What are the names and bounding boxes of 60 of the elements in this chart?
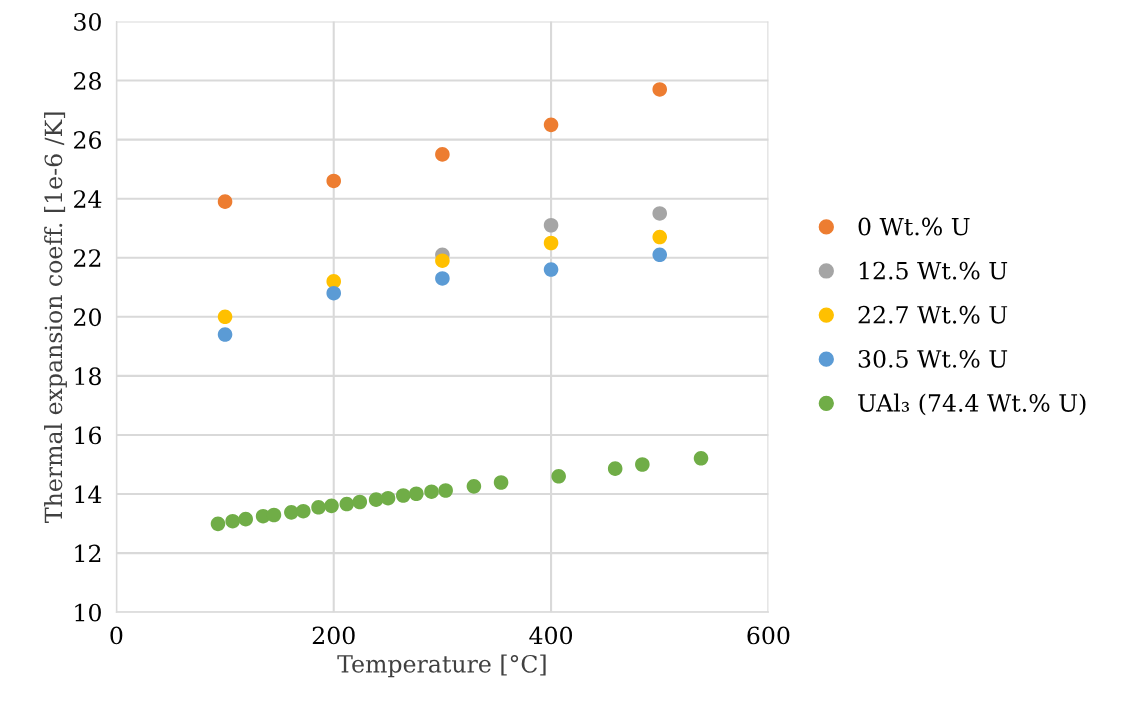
legend-label: UAl₃ (74.4 Wt.% U) [858,393,1086,416]
point [339,496,355,512]
point [607,461,623,476]
y-tick-label: 30 [74,12,101,31]
point [217,327,233,342]
point [217,194,233,209]
point [217,309,233,325]
legend-label: 30.5 Wt.% U [858,349,1008,368]
x-tick-label: 0 [110,626,123,645]
y-tick-label: 26 [74,131,102,149]
y-tick-label: 14 [75,485,102,504]
point [435,253,450,268]
point [225,513,240,529]
point [380,490,396,506]
point [543,117,559,133]
y-axis-title: Thermal expansion coeff. [1e-6 /K] [44,112,67,523]
point [368,492,384,507]
point [395,488,411,503]
x-tick-label: 200 [312,626,355,645]
point [210,516,226,532]
point [326,173,342,189]
y-tick-label: 12 [75,544,101,563]
y-tick-label: 22 [74,249,101,267]
point [326,285,342,301]
point [652,206,668,221]
point [266,507,282,523]
point [493,475,509,490]
point [635,457,650,472]
point [652,247,668,263]
point [435,271,450,286]
x-tick-label: 600 [747,626,790,645]
point [543,235,559,251]
point [543,262,559,277]
point [409,486,424,502]
y-tick-label: 24 [74,190,102,208]
y-tick-label: 18 [75,367,101,386]
x-tick-label: 400 [529,626,573,645]
point [466,479,482,494]
point [652,229,668,245]
x-axis-title: Temperature [°C] [337,654,546,678]
point [652,82,668,97]
y-tick-label: 16 [75,426,102,445]
y-tick-label: 20 [74,308,101,327]
point [296,503,311,519]
point [438,483,453,498]
point [311,500,326,515]
y-tick-label: 28 [74,72,101,90]
point [543,217,559,233]
point [284,505,299,520]
point [352,494,368,510]
point [238,511,253,527]
point [435,147,450,162]
legend-label: 0 Wt.% U [858,217,970,236]
point [551,469,566,484]
legend-label: 22.7 Wt.% U [858,305,1008,324]
point [324,498,339,514]
y-tick-label: 10 [75,603,101,622]
point [424,484,439,499]
legend-label: 12.5 Wt.% U [859,261,1008,280]
point [693,451,709,466]
